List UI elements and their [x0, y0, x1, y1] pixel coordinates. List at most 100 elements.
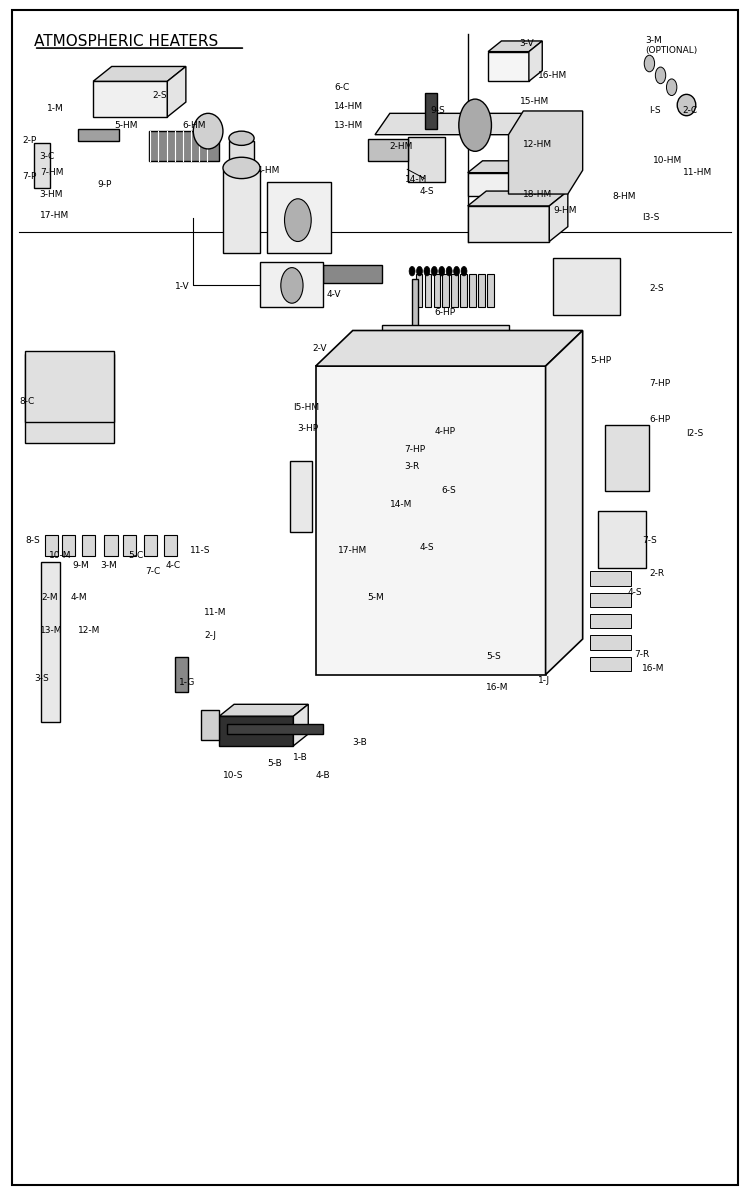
Bar: [452, 274, 458, 307]
Text: 2-J: 2-J: [205, 631, 217, 641]
Bar: [25, 350, 114, 422]
Circle shape: [461, 266, 467, 276]
Text: 10-M: 10-M: [49, 551, 71, 560]
Text: 5-S: 5-S: [486, 652, 501, 661]
Text: I5-HM: I5-HM: [293, 403, 320, 412]
Text: 7-HP: 7-HP: [650, 379, 670, 388]
Text: 4-C: 4-C: [166, 560, 181, 570]
Bar: [590, 636, 631, 650]
Bar: [268, 182, 331, 253]
Text: 12-M: 12-M: [78, 626, 101, 636]
Text: 4-S: 4-S: [419, 188, 434, 196]
Text: 7-R: 7-R: [634, 650, 650, 658]
Ellipse shape: [223, 158, 260, 178]
Text: 13-HM: 13-HM: [334, 121, 364, 130]
Polygon shape: [219, 716, 293, 746]
Polygon shape: [468, 161, 564, 172]
Text: 11-M: 11-M: [205, 608, 227, 618]
Bar: [123, 534, 136, 556]
Text: 2-HM: 2-HM: [390, 142, 413, 151]
Bar: [590, 614, 631, 629]
Text: 16-HM: 16-HM: [538, 71, 568, 80]
Text: 6-C: 6-C: [334, 82, 350, 92]
Polygon shape: [545, 331, 583, 675]
Text: 4-S: 4-S: [419, 544, 434, 552]
Polygon shape: [468, 206, 549, 241]
Text: 5-HP: 5-HP: [590, 356, 611, 364]
Bar: [424, 274, 431, 307]
Circle shape: [439, 266, 445, 276]
Text: 3-HP: 3-HP: [297, 424, 318, 434]
Bar: [143, 534, 157, 556]
Text: 2-R: 2-R: [650, 569, 664, 578]
Bar: [425, 93, 436, 129]
Text: 7-HM: 7-HM: [40, 168, 63, 177]
Polygon shape: [323, 265, 382, 283]
Bar: [553, 258, 620, 315]
Text: 4-HM: 4-HM: [256, 166, 280, 174]
Bar: [598, 511, 646, 568]
Text: I3-S: I3-S: [642, 213, 659, 222]
Polygon shape: [223, 171, 260, 253]
Text: 9-S: 9-S: [430, 106, 445, 116]
Text: I2-S: I2-S: [686, 429, 703, 439]
Circle shape: [644, 55, 655, 72]
Text: 6-HM: 6-HM: [182, 121, 206, 130]
Bar: [25, 354, 114, 443]
Text: 4-B: 4-B: [316, 771, 330, 780]
Polygon shape: [316, 331, 583, 366]
Ellipse shape: [194, 114, 223, 149]
Text: 17-HM: 17-HM: [40, 210, 69, 220]
Text: 3-C: 3-C: [40, 152, 55, 160]
Bar: [290, 461, 312, 532]
Bar: [590, 657, 631, 672]
Text: 1-V: 1-V: [175, 282, 189, 292]
Text: 16-M: 16-M: [486, 684, 508, 692]
Text: 5-B: 5-B: [268, 759, 282, 768]
Polygon shape: [316, 366, 545, 675]
Text: 7-HP: 7-HP: [405, 445, 426, 454]
Text: 8-HM: 8-HM: [612, 192, 636, 201]
Text: 3-M
(OPTIONAL): 3-M (OPTIONAL): [646, 36, 698, 55]
Text: 10-HM: 10-HM: [653, 157, 682, 165]
Text: 17-HM: 17-HM: [338, 546, 368, 554]
Polygon shape: [93, 67, 186, 81]
Ellipse shape: [229, 131, 254, 146]
Bar: [164, 534, 177, 556]
Text: 7-S: 7-S: [642, 537, 657, 545]
Text: 1-B: 1-B: [293, 753, 308, 762]
Ellipse shape: [677, 94, 696, 116]
Bar: [45, 534, 58, 556]
Bar: [478, 274, 484, 307]
Text: 9-M: 9-M: [73, 560, 89, 570]
Text: 14-M: 14-M: [405, 176, 427, 184]
Polygon shape: [229, 141, 254, 171]
Bar: [148, 131, 219, 161]
Text: 11-HM: 11-HM: [682, 168, 712, 177]
Text: 5-M: 5-M: [368, 593, 384, 602]
Text: 15-HM: 15-HM: [520, 97, 549, 106]
Text: 11-S: 11-S: [190, 546, 210, 554]
Bar: [226, 724, 323, 734]
Bar: [78, 129, 119, 141]
Polygon shape: [549, 191, 568, 241]
Bar: [201, 710, 219, 740]
Text: 4-M: 4-M: [71, 593, 88, 602]
Text: 3-S: 3-S: [34, 674, 49, 682]
Text: 2-P: 2-P: [22, 136, 37, 145]
Text: 3-HM: 3-HM: [40, 190, 63, 198]
Polygon shape: [167, 67, 186, 117]
Circle shape: [409, 266, 415, 276]
Text: 16-M: 16-M: [642, 664, 664, 673]
Bar: [590, 593, 631, 607]
Text: 9-HM: 9-HM: [553, 207, 577, 215]
Polygon shape: [219, 704, 308, 716]
Text: I-S: I-S: [650, 106, 661, 116]
Text: 5-C: 5-C: [129, 551, 144, 560]
Bar: [487, 274, 494, 307]
Circle shape: [667, 79, 676, 96]
Text: 14-HM: 14-HM: [334, 102, 363, 111]
Text: ATMOSPHERIC HEATERS: ATMOSPHERIC HEATERS: [34, 33, 218, 49]
Text: 8-S: 8-S: [25, 537, 40, 545]
Text: 7-P: 7-P: [22, 172, 37, 180]
